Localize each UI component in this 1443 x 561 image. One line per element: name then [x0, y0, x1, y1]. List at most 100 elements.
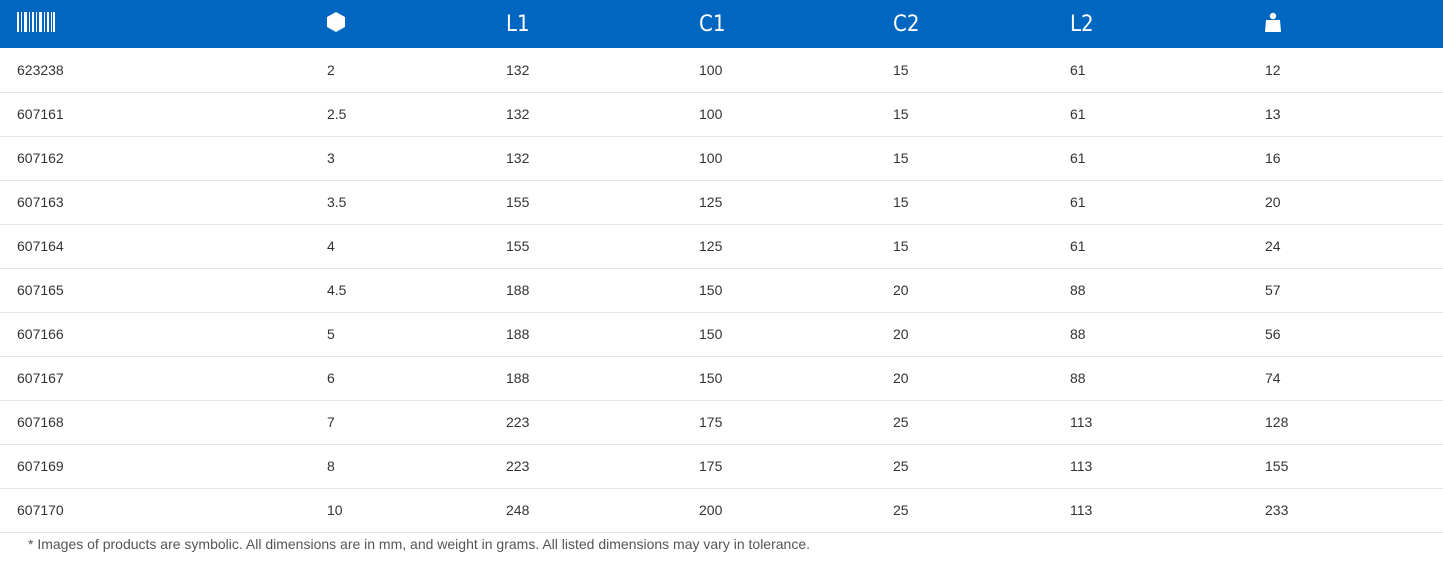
table-cell: 607162 — [17, 150, 64, 166]
header-l1: L1 — [506, 0, 699, 48]
table-cell: 623238 — [17, 61, 64, 78]
header-c2-label: C2 — [893, 11, 920, 37]
table-cell: 88 — [1070, 326, 1086, 342]
table-cell: 607164 — [17, 238, 64, 254]
table-cell: 155 — [506, 238, 530, 254]
table-cell: 607161 — [17, 106, 64, 122]
table-cell: 10 — [327, 502, 343, 518]
table-cell: 20 — [893, 370, 909, 386]
table-row: 607166 5 188 150 20 88 56 — [0, 312, 1443, 356]
table-cell: 128 — [1265, 414, 1289, 430]
table-row: 607163 3.5 155 125 15 61 20 — [0, 180, 1443, 224]
table-cell: 88 — [1070, 282, 1086, 298]
table-cell: 175 — [699, 414, 723, 430]
table-row: 623238 2 132 100 15 61 12 — [0, 48, 1443, 92]
header-article-number — [0, 0, 327, 48]
table-cell: 8 — [327, 458, 335, 474]
table-cell: 607169 — [17, 458, 64, 474]
table-cell: 113 — [1070, 414, 1093, 430]
table-cell: 188 — [506, 370, 530, 386]
table-cell: 12 — [1265, 61, 1281, 78]
table-cell: 125 — [699, 238, 723, 254]
table-row: 607164 4 155 125 15 61 24 — [0, 224, 1443, 268]
table-cell: 15 — [893, 106, 909, 122]
header-l2-label: L2 — [1070, 11, 1094, 37]
table-cell: 25 — [893, 502, 909, 518]
table-cell: 2.5 — [327, 106, 347, 122]
table-cell: 61 — [1070, 150, 1086, 166]
table-cell: 15 — [893, 194, 909, 210]
hexagon-icon — [327, 11, 345, 37]
table-cell: 132 — [506, 61, 530, 78]
header-weight — [1265, 0, 1443, 48]
table-cell: 6 — [327, 370, 335, 386]
table-cell: 607165 — [17, 282, 64, 298]
table-row: 607169 8 223 175 25 113 155 — [0, 444, 1443, 488]
footnote: * Images of products are symbolic. All d… — [28, 535, 811, 552]
header-row: L1 C1 C2 L2 — [0, 0, 1443, 48]
table-cell: 223 — [506, 414, 530, 430]
table-cell: 155 — [506, 194, 530, 210]
table-body: 623238 2 132 100 15 61 12 607161 2.5 132 100 15 61 13… — [0, 48, 1443, 532]
table-cell: 188 — [506, 326, 530, 342]
header-c1-label: C1 — [699, 11, 726, 37]
table-cell: 56 — [1265, 326, 1281, 342]
table-cell: 607170 — [17, 502, 64, 518]
header-l2: L2 — [1070, 0, 1265, 48]
table-cell: 20 — [1265, 194, 1281, 210]
table-row: 607162 3 132 100 15 61 16 — [0, 136, 1443, 180]
table-cell: 113 — [1070, 502, 1093, 518]
table-cell: 20 — [893, 326, 909, 342]
table-cell: 5 — [327, 326, 335, 342]
table-cell: 61 — [1070, 238, 1086, 254]
table-cell: 4 — [327, 238, 335, 254]
table-cell: 3 — [327, 150, 335, 166]
table-cell: 16 — [1265, 150, 1281, 166]
table-cell: 150 — [699, 370, 723, 386]
table-cell: 223 — [506, 458, 530, 474]
table-cell: 25 — [893, 414, 909, 430]
header-size — [327, 0, 506, 48]
table-cell: 607166 — [17, 326, 64, 342]
table-cell: 13 — [1265, 106, 1281, 122]
weight-icon — [1265, 12, 1281, 37]
table-cell: 200 — [699, 502, 723, 518]
header-c1: C1 — [699, 0, 893, 48]
table-cell: 175 — [699, 458, 723, 474]
table-cell: 132 — [506, 106, 530, 122]
barcode-icon — [17, 11, 55, 37]
table-cell: 2 — [327, 61, 335, 78]
table-row: 607165 4.5 188 150 20 88 57 — [0, 268, 1443, 312]
table-cell: 188 — [506, 282, 530, 298]
table-cell: 607163 — [17, 194, 64, 210]
table-cell: 20 — [893, 282, 909, 298]
table-cell: 150 — [699, 282, 723, 298]
table-row: 607170 10 248 200 25 113 233 — [0, 488, 1443, 532]
table-cell: 100 — [699, 150, 723, 166]
table-cell: 74 — [1265, 370, 1281, 386]
table-row: 607168 7 223 175 25 113 128 — [0, 400, 1443, 444]
table-row: 607167 6 188 150 20 88 74 — [0, 356, 1443, 400]
header-l1-label: L1 — [506, 11, 530, 37]
product-spec-table: L1 C1 C2 L2 623238 2 132 100 15 61 12 607161 2.5… — [0, 0, 1443, 532]
table-cell: 100 — [699, 61, 723, 78]
table-cell: 57 — [1265, 282, 1281, 298]
table-cell: 24 — [1265, 238, 1281, 254]
table-cell: 7 — [327, 414, 335, 430]
table-cell: 248 — [506, 502, 530, 518]
table-cell: 607168 — [17, 414, 64, 430]
table-cell: 15 — [893, 238, 909, 254]
table-cell: 4.5 — [327, 282, 347, 298]
table-cell: 155 — [1265, 458, 1289, 474]
table-row: 607161 2.5 132 100 15 61 13 — [0, 92, 1443, 136]
table-cell: 15 — [893, 150, 909, 166]
table-cell: 150 — [699, 326, 723, 342]
table-cell: 61 — [1070, 61, 1086, 78]
table-cell: 61 — [1070, 194, 1086, 210]
table-cell: 61 — [1070, 106, 1086, 122]
table-header: L1 C1 C2 L2 — [0, 0, 1443, 48]
table-cell: 15 — [893, 61, 909, 78]
table-cell: 100 — [699, 106, 723, 122]
table-cell: 113 — [1070, 458, 1093, 474]
table-cell: 88 — [1070, 370, 1086, 386]
